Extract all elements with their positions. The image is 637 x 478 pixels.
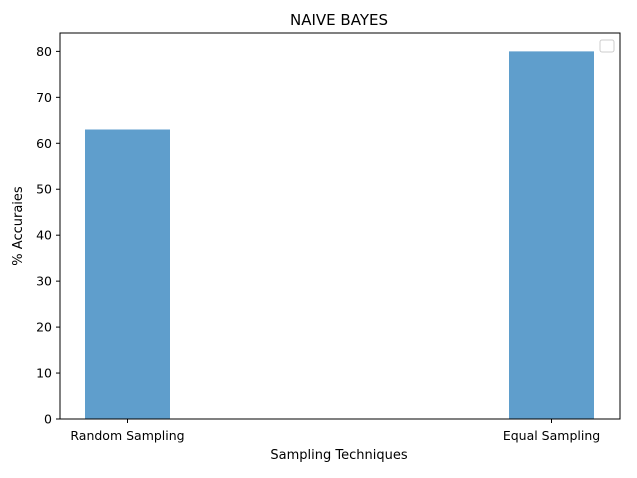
y-tick-label: 10 [36, 366, 52, 381]
bars-layer [85, 51, 594, 419]
bar-equal-sampling [509, 51, 594, 419]
y-axis-label: % Accuraies [11, 186, 26, 266]
plot-frame [59, 32, 621, 420]
x-tick-label: Random Sampling [70, 428, 184, 443]
y-tick-label: 0 [44, 412, 52, 427]
bar-random-sampling [85, 129, 170, 419]
y-tick-label: 30 [36, 274, 52, 289]
legend-box [599, 39, 615, 53]
y-tick-label: 50 [36, 182, 52, 197]
y-tick-label: 60 [36, 136, 52, 151]
y-tick-label: 80 [36, 44, 52, 59]
y-tick-label: 70 [36, 90, 52, 105]
x-axis-label: Sampling Techniques [270, 448, 407, 463]
y-tick-label: 40 [36, 228, 52, 243]
x-tick-label: Equal Sampling [503, 428, 600, 443]
chart-title: NAIVE BAYES [290, 11, 388, 29]
x-axis-ticks: Random Sampling Equal Sampling [70, 419, 600, 443]
y-tick-label: 20 [36, 320, 52, 335]
y-axis-ticks: 0 10 20 30 40 50 60 70 80 [36, 44, 60, 427]
